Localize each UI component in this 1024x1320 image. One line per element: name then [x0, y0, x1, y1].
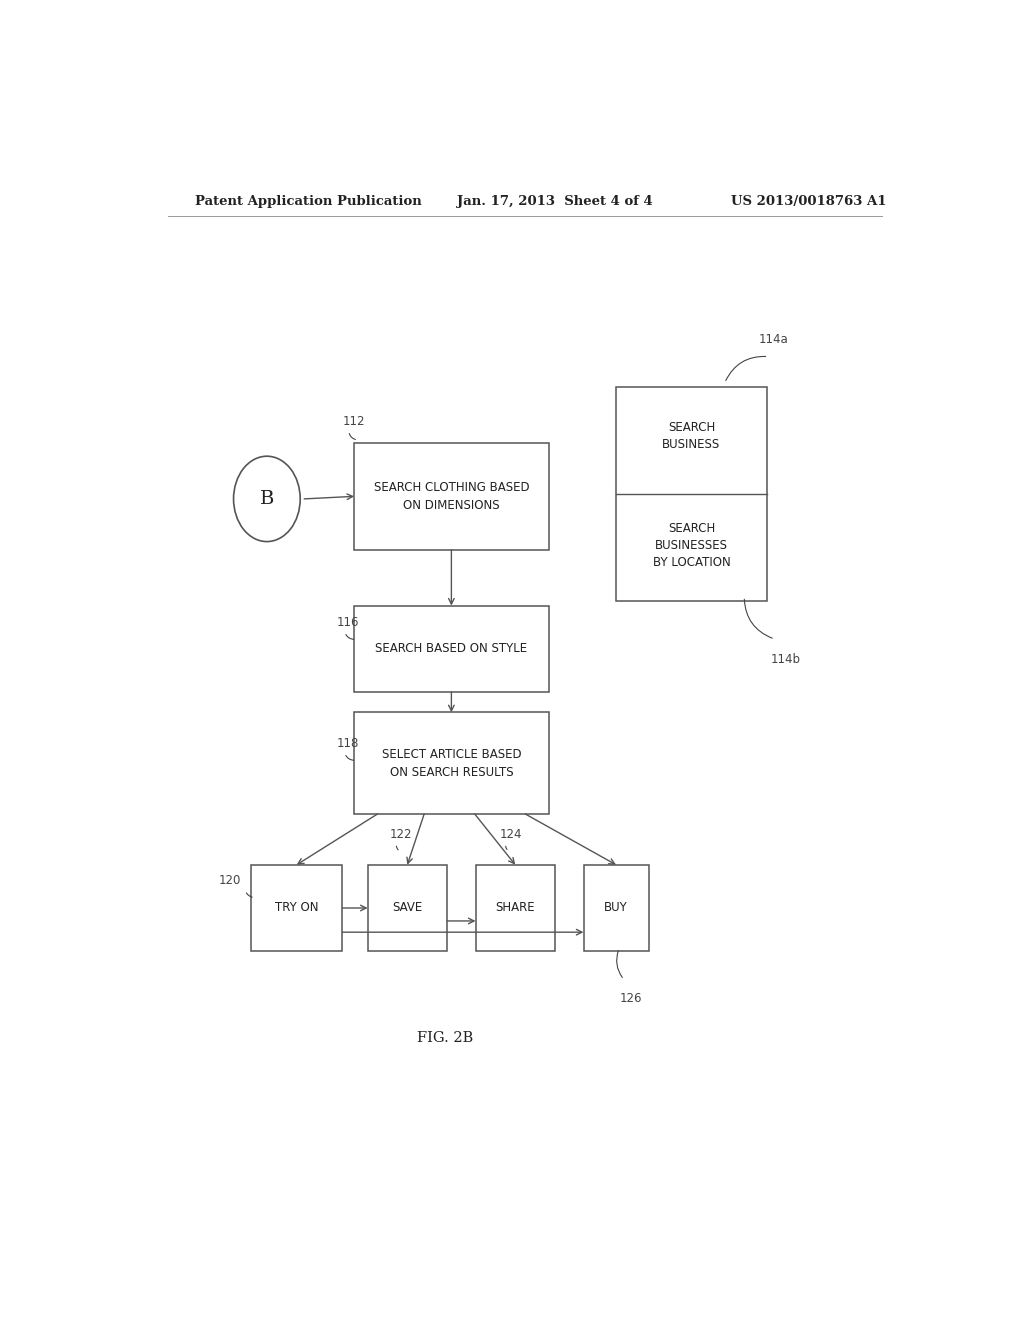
Bar	[354, 713, 549, 814]
Text: BUY: BUY	[604, 902, 628, 915]
Text: 114b: 114b	[771, 653, 801, 667]
Text: SEARCH CLOTHING BASED
ON DIMENSIONS: SEARCH CLOTHING BASED ON DIMENSIONS	[374, 480, 529, 512]
Bar	[251, 865, 342, 952]
Text: B: B	[260, 490, 274, 508]
Text: 126: 126	[620, 991, 642, 1005]
Text: 124: 124	[500, 829, 522, 841]
Bar	[368, 865, 447, 952]
Bar	[354, 606, 549, 692]
Text: 116: 116	[337, 616, 359, 630]
Text: SEARCH BASED ON STYLE: SEARCH BASED ON STYLE	[376, 643, 527, 655]
Bar	[584, 865, 648, 952]
Bar	[616, 387, 767, 601]
Text: TRY ON: TRY ON	[274, 902, 318, 915]
Text: 120: 120	[219, 874, 242, 887]
Text: FIG. 2B: FIG. 2B	[418, 1031, 473, 1044]
Text: 112: 112	[342, 414, 365, 428]
Text: SEARCH
BUSINESS: SEARCH BUSINESS	[663, 421, 721, 451]
Bar	[354, 444, 549, 549]
Text: 122: 122	[390, 829, 413, 841]
Text: Patent Application Publication: Patent Application Publication	[196, 194, 422, 207]
Text: SHARE: SHARE	[496, 902, 536, 915]
Text: US 2013/0018763 A1: US 2013/0018763 A1	[731, 194, 887, 207]
Text: SEARCH
BUSINESSES
BY LOCATION: SEARCH BUSINESSES BY LOCATION	[652, 521, 730, 569]
Text: Jan. 17, 2013  Sheet 4 of 4: Jan. 17, 2013 Sheet 4 of 4	[458, 194, 653, 207]
Text: 118: 118	[337, 737, 359, 750]
Text: SAVE: SAVE	[392, 902, 423, 915]
Text: 114a: 114a	[759, 334, 788, 346]
Text: SELECT ARTICLE BASED
ON SEARCH RESULTS: SELECT ARTICLE BASED ON SEARCH RESULTS	[382, 747, 521, 779]
Bar	[475, 865, 555, 952]
